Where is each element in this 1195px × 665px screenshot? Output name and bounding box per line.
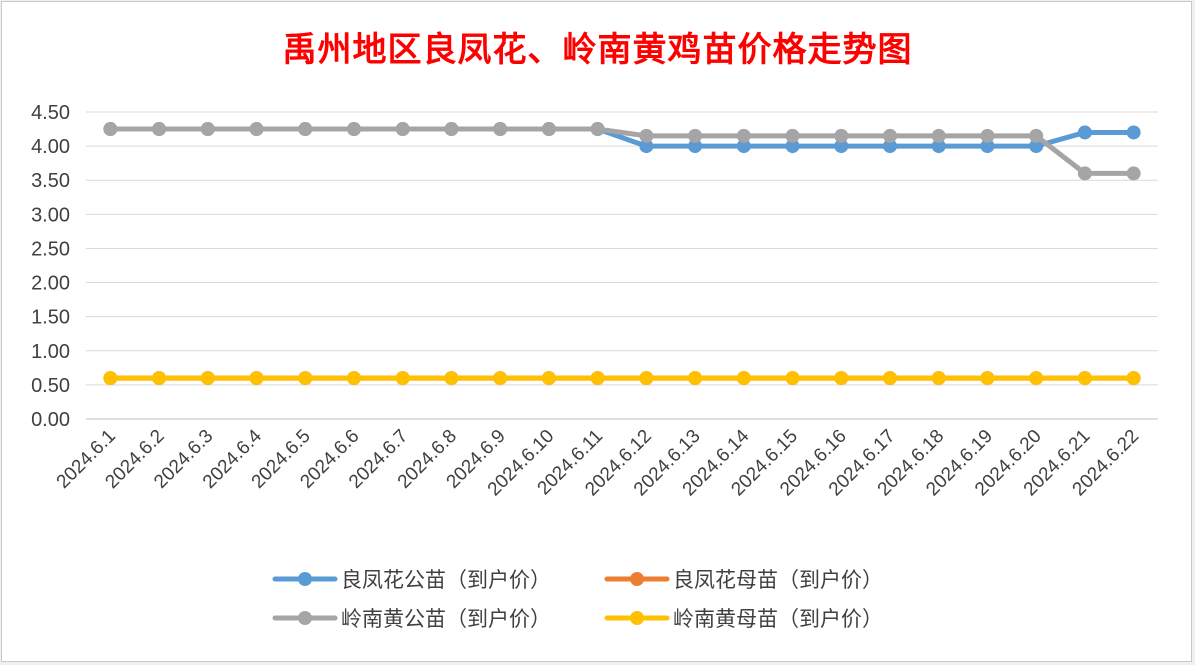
- data-point: [688, 371, 703, 386]
- data-point: [444, 122, 459, 137]
- data-point: [152, 122, 167, 137]
- data-point: [103, 122, 118, 137]
- data-point: [493, 122, 508, 137]
- legend-item: 岭南黄公苗（到户价）: [272, 607, 551, 631]
- legend-label: 良凤花母苗（到户价）: [673, 568, 883, 592]
- series-lines: [103, 122, 1141, 386]
- data-point: [688, 128, 703, 143]
- data-point: [1077, 371, 1092, 386]
- legend-marker: [630, 611, 644, 625]
- data-point: [152, 371, 167, 386]
- data-point: [980, 128, 995, 143]
- legend-item: 良凤花公苗（到户价）: [272, 568, 551, 592]
- data-point: [395, 371, 410, 386]
- data-point: [931, 371, 946, 386]
- data-point: [298, 122, 313, 137]
- data-point: [1126, 125, 1141, 140]
- data-point: [785, 371, 800, 386]
- y-tick-label: 4.00: [31, 136, 70, 158]
- legend-marker: [298, 572, 312, 586]
- y-axis-ticks: 0.00 0.50 1.00 1.50 2.00 2.50 3.00 3.50 4.00 4.50: [31, 102, 70, 431]
- data-point: [347, 371, 361, 386]
- data-point: [883, 371, 897, 386]
- legend-label: 良凤花公苗（到户价）: [341, 568, 551, 592]
- chart-title: 禹州地区良凤花、岭南黄鸡苗价格走势图: [282, 30, 913, 70]
- legend-item: 良凤花母苗（到户价）: [604, 568, 883, 592]
- y-tick-label: 0.50: [31, 375, 70, 397]
- data-point: [541, 371, 556, 386]
- y-tick-label: 2.00: [31, 273, 70, 295]
- data-point: [883, 128, 897, 143]
- data-point: [1077, 125, 1092, 140]
- data-point: [736, 371, 751, 386]
- data-point: [347, 122, 361, 137]
- data-point: [736, 128, 751, 143]
- data-point: [736, 139, 751, 154]
- data-point: [688, 139, 703, 154]
- data-point: [493, 371, 508, 386]
- data-point: [1077, 166, 1092, 181]
- y-tick-label: 3.00: [31, 204, 70, 226]
- y-tick-label: 3.50: [31, 170, 70, 192]
- series-3: [103, 122, 1141, 181]
- legend-label: 岭南黄公苗（到户价）: [341, 607, 551, 631]
- series-line: [107, 126, 1137, 176]
- data-point: [639, 371, 654, 386]
- data-point: [931, 139, 946, 154]
- data-point: [883, 139, 897, 154]
- data-point: [395, 122, 410, 137]
- legend-marker: [298, 611, 312, 625]
- data-point: [785, 128, 800, 143]
- data-point: [249, 371, 264, 386]
- data-point: [980, 371, 995, 386]
- data-point: [639, 139, 654, 154]
- legend-marker: [630, 572, 644, 586]
- legend: 良凤花公苗（到户价） 良凤花母苗（到户价） 岭南黄公苗（到户价） 岭南黄母苗（到户价）: [272, 568, 883, 631]
- y-tick-label: 1.00: [31, 341, 70, 363]
- data-point: [1029, 371, 1044, 386]
- data-point: [590, 122, 605, 137]
- legend-item: 岭南黄母苗（到户价）: [604, 607, 883, 631]
- data-point: [980, 139, 995, 154]
- data-point: [639, 128, 654, 143]
- data-point: [785, 139, 800, 154]
- data-point: [834, 128, 849, 143]
- y-tick-label: 1.50: [31, 307, 70, 329]
- data-point: [834, 139, 849, 154]
- data-point: [541, 122, 556, 137]
- data-point: [931, 128, 946, 143]
- data-point: [1029, 139, 1044, 154]
- data-point: [298, 371, 313, 386]
- data-point: [1029, 128, 1044, 143]
- data-point: [200, 122, 215, 137]
- x-axis-ticks: 2024.6.12024.6.22024.6.32024.6.42024.6.5…: [53, 425, 1143, 500]
- data-point: [249, 122, 264, 137]
- series-4: [103, 371, 1141, 386]
- y-tick-label: 0.00: [31, 409, 70, 431]
- y-tick-label: 2.50: [31, 238, 70, 260]
- data-point: [103, 371, 118, 386]
- data-point: [444, 371, 459, 386]
- y-tick-label: 4.50: [31, 102, 70, 124]
- data-point: [590, 371, 605, 386]
- gridlines: [86, 111, 1158, 420]
- legend-label: 岭南黄母苗（到户价）: [673, 607, 883, 631]
- data-point: [1126, 166, 1141, 181]
- data-point: [1126, 371, 1141, 386]
- data-point: [834, 371, 849, 386]
- data-point: [200, 371, 215, 386]
